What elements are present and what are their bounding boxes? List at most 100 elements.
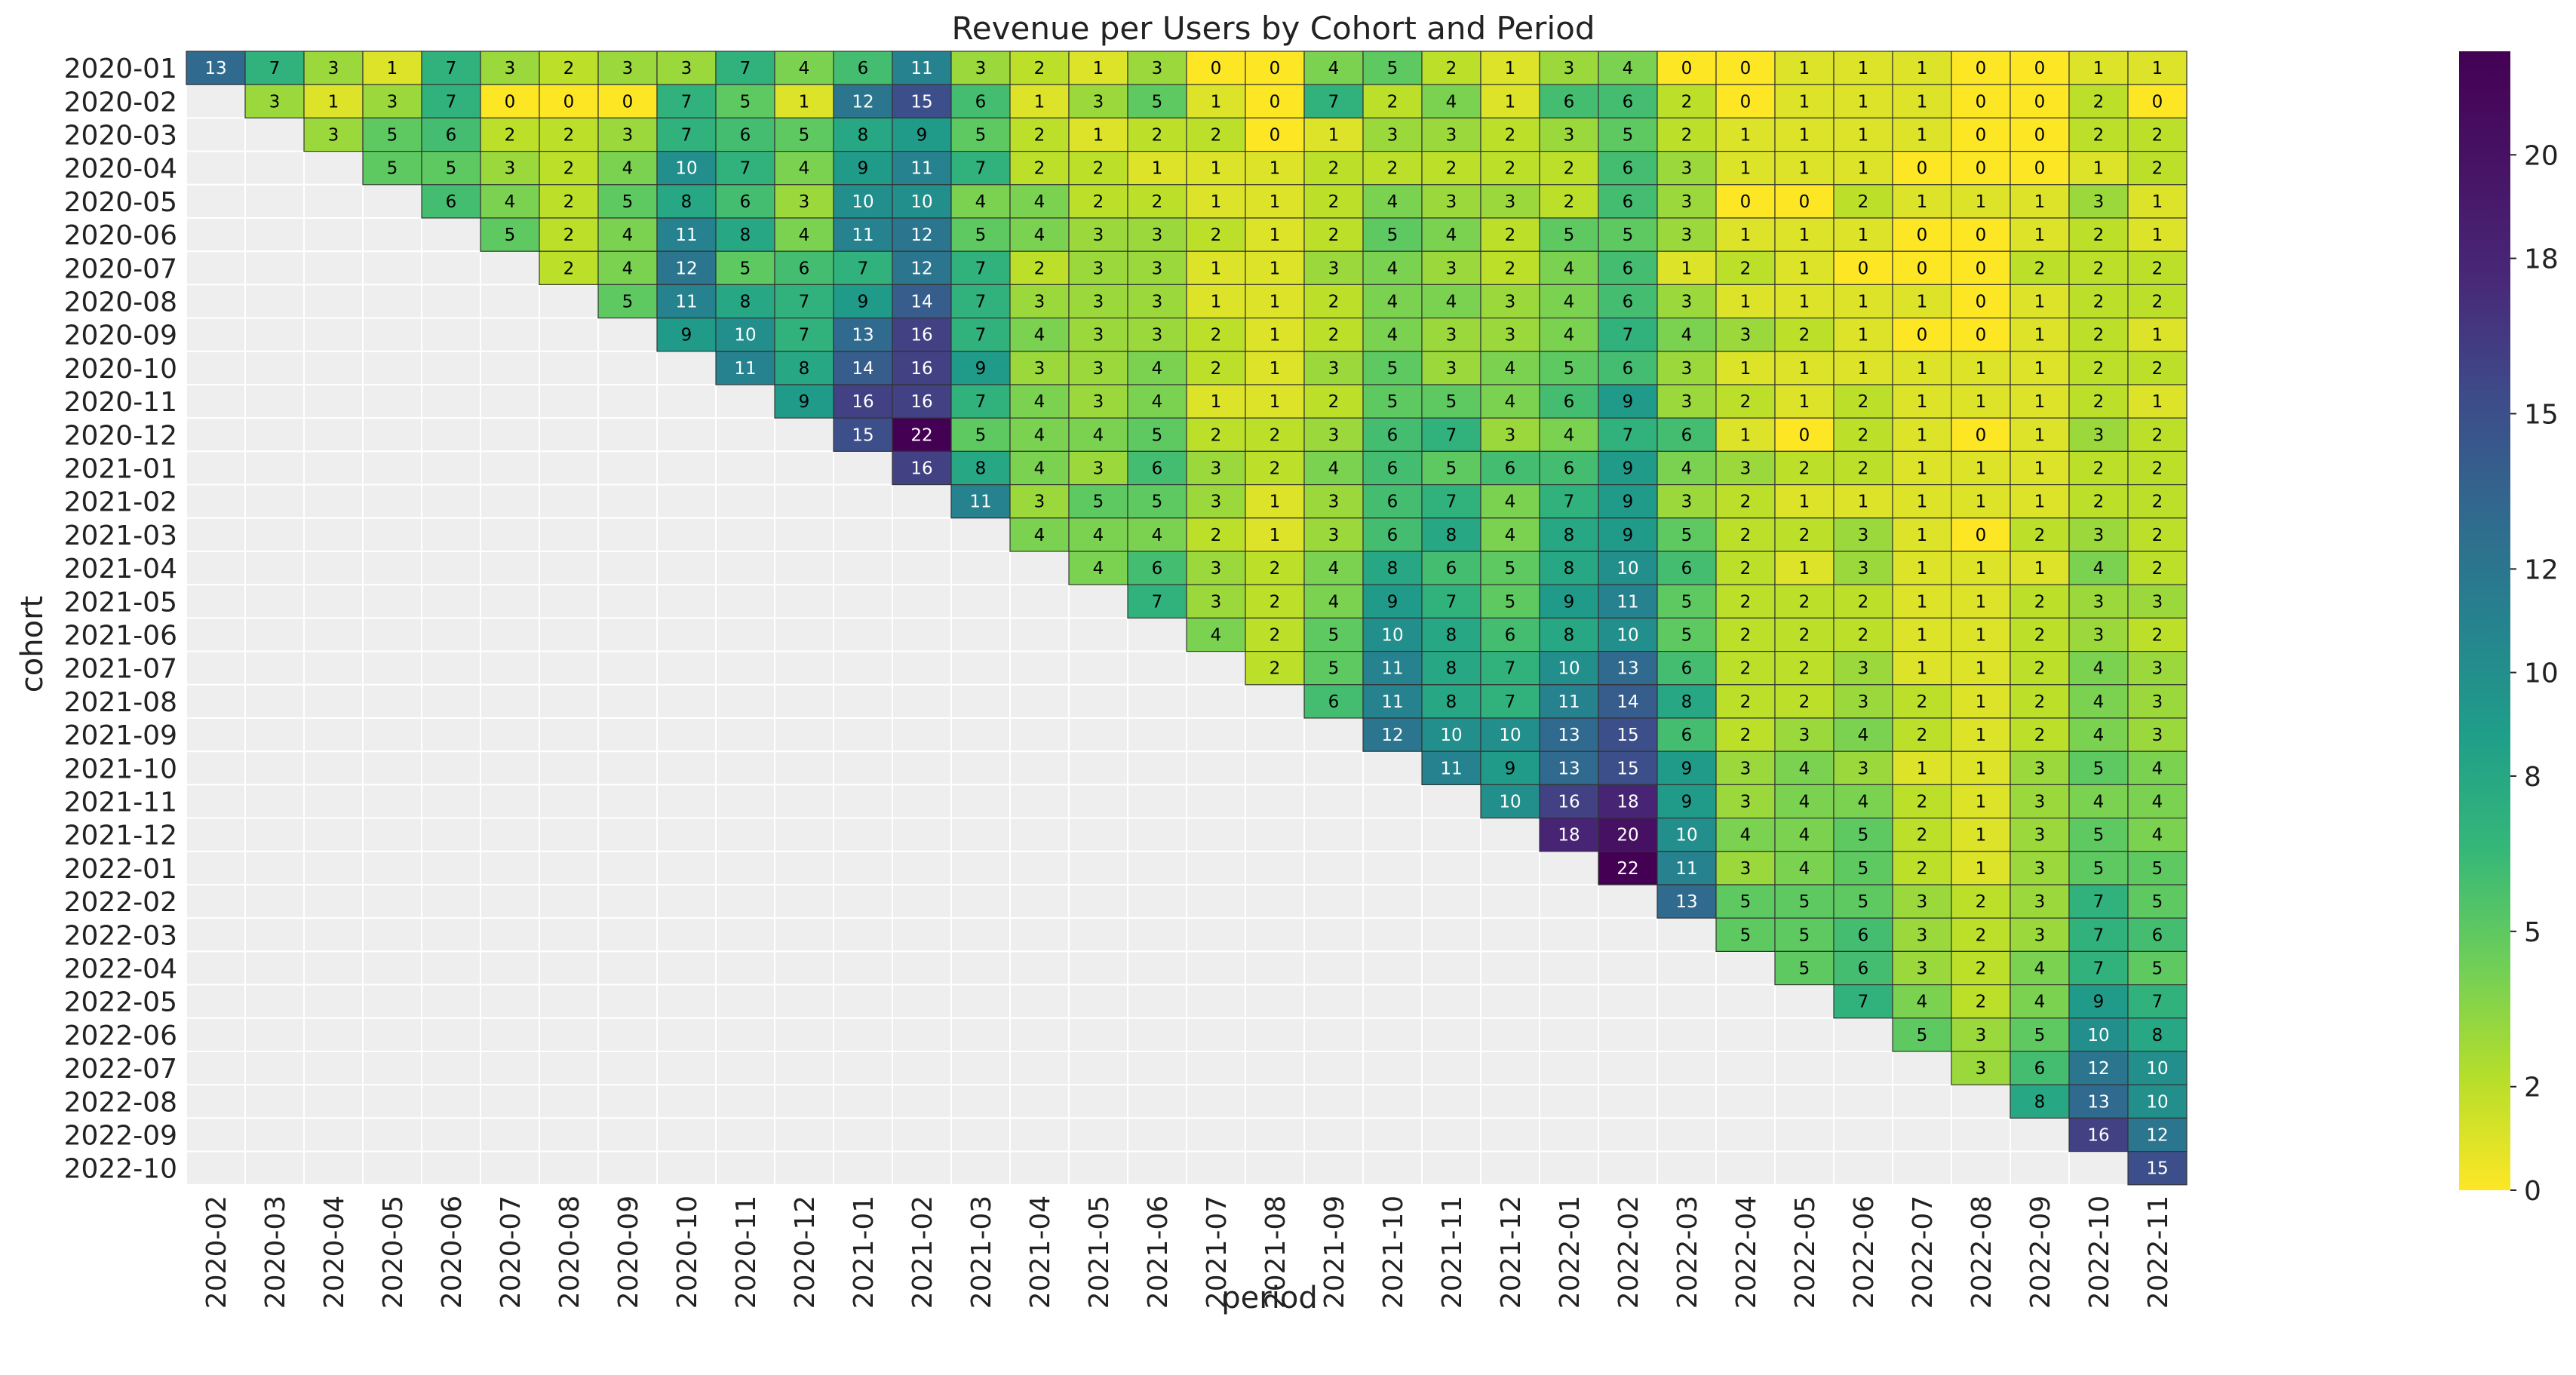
- cell-value-label: 2: [2034, 726, 2046, 745]
- empty-cell: [1421, 884, 1481, 919]
- cell-value-label: 4: [1152, 392, 1163, 412]
- heatmap-cell: [1951, 817, 2011, 852]
- cell-value-label: 10: [1617, 559, 1638, 579]
- empty-cell: [1186, 750, 1246, 786]
- heatmap-cell: [2127, 617, 2188, 652]
- heatmap-cell: [1421, 483, 1481, 519]
- empty-cell: [597, 1084, 658, 1119]
- empty-cell: [1009, 551, 1070, 586]
- empty-cell: [833, 817, 893, 852]
- cell-value-label: 4: [2034, 993, 2046, 1012]
- heatmap-cell: [1598, 184, 1658, 219]
- colorbar-tick-label: 15: [2524, 399, 2559, 430]
- cell-value-label: 13: [1558, 726, 1580, 745]
- heatmap-cell: [1598, 250, 1658, 286]
- empty-cell: [362, 183, 422, 219]
- heatmap-cell: [833, 184, 893, 219]
- cell-value-label: 1: [2093, 59, 2105, 78]
- empty-cell: [656, 617, 717, 652]
- cell-value-label: 3: [2034, 859, 2046, 879]
- heatmap-cell: [1833, 684, 1893, 719]
- empty-cell: [1245, 1084, 1305, 1119]
- period-tick-label: 2021-05: [1084, 1195, 1115, 1309]
- empty-cell: [715, 517, 775, 552]
- cell-value-label: 2: [1211, 425, 1222, 445]
- empty-cell: [303, 284, 364, 319]
- heatmap-cell: [2068, 351, 2129, 385]
- cell-value-label: 2: [2093, 359, 2105, 379]
- empty-cell: [1598, 884, 1658, 919]
- heatmap-cell: [1951, 117, 2011, 152]
- heatmap-cell: [1774, 483, 1835, 519]
- empty-cell: [1303, 1084, 1364, 1119]
- cell-value-label: 4: [1211, 626, 1222, 646]
- cell-value-label: 5: [1740, 925, 1752, 945]
- cell-value-label: 1: [1917, 359, 1928, 379]
- empty-cell: [186, 183, 246, 219]
- empty-cell: [539, 517, 599, 552]
- cell-value-label: 2: [1858, 592, 1869, 612]
- empty-cell: [1421, 984, 1481, 1019]
- cell-value-label: 4: [1034, 425, 1045, 445]
- empty-cell: [1715, 984, 1776, 1019]
- cell-value-label: 3: [1505, 192, 1516, 212]
- cell-value-label: 11: [675, 226, 697, 245]
- empty-cell: [421, 1051, 481, 1086]
- heatmap-cell: [1598, 684, 1658, 719]
- cell-value-label: 7: [1152, 592, 1163, 612]
- cell-value-label: 1: [1858, 159, 1869, 179]
- period-tick-label: 2020-11: [731, 1195, 762, 1309]
- cell-value-label: 2: [1211, 359, 1222, 379]
- cell-value-label: 11: [1675, 859, 1697, 879]
- empty-cell: [1715, 1117, 1776, 1152]
- empty-cell: [480, 284, 540, 319]
- empty-cell: [539, 450, 599, 486]
- empty-cell: [597, 717, 658, 753]
- cell-value-label: 4: [2152, 759, 2163, 778]
- cell-value-label: 2: [1917, 859, 1928, 879]
- heatmap-cell: [1833, 318, 1893, 352]
- empty-cell: [1186, 917, 1246, 953]
- cell-value-label: 5: [2152, 892, 2163, 912]
- heatmap-cell: [1833, 784, 1893, 819]
- cell-value-label: 4: [2093, 659, 2105, 679]
- cell-value-label: 3: [2152, 659, 2163, 679]
- cell-value-label: 14: [1617, 692, 1638, 712]
- cell-value-label: 2: [1858, 626, 1869, 646]
- heatmap-cell: [480, 184, 540, 219]
- cell-value-label: 1: [1976, 559, 1987, 579]
- empty-cell: [1362, 1150, 1423, 1186]
- cell-value-label: 1: [1799, 359, 1810, 379]
- heatmap-cell: [1774, 184, 1835, 219]
- cell-value-label: 4: [1387, 293, 1399, 312]
- cell-value-label: 0: [2152, 92, 2163, 112]
- heatmap-cell: [774, 318, 834, 352]
- cell-value-label: 3: [1681, 392, 1693, 412]
- cell-value-label: 3: [1152, 59, 1163, 78]
- heatmap-cell: [656, 318, 717, 352]
- cell-value-label: 2: [1505, 126, 1516, 146]
- cell-value-label: 5: [799, 126, 810, 146]
- cell-value-label: 1: [2034, 192, 2046, 212]
- cell-value-label: 5: [1152, 425, 1163, 445]
- cell-value-label: 1: [1858, 126, 1869, 146]
- cell-value-label: 3: [1681, 293, 1693, 312]
- cell-value-label: 3: [1446, 126, 1457, 146]
- heatmap-cell: [597, 284, 658, 319]
- empty-cell: [421, 750, 481, 786]
- empty-cell: [1186, 884, 1246, 919]
- heatmap-cell: [480, 151, 540, 186]
- heatmap-cell: [1127, 217, 1187, 252]
- cell-value-label: 5: [1152, 92, 1163, 112]
- cohort-tick-label: 2020-03: [64, 121, 177, 152]
- empty-cell: [1303, 884, 1364, 919]
- heatmap-cell: [1833, 851, 1893, 885]
- heatmap-cell: [362, 117, 422, 152]
- cell-value-label: 3: [1446, 359, 1457, 379]
- empty-cell: [421, 551, 481, 586]
- cell-value-label: 4: [1799, 759, 1810, 778]
- heatmap-cell: [1892, 284, 1952, 319]
- cell-value-label: 10: [910, 192, 932, 212]
- heatmap-cell: [1480, 517, 1540, 552]
- empty-cell: [1303, 850, 1364, 886]
